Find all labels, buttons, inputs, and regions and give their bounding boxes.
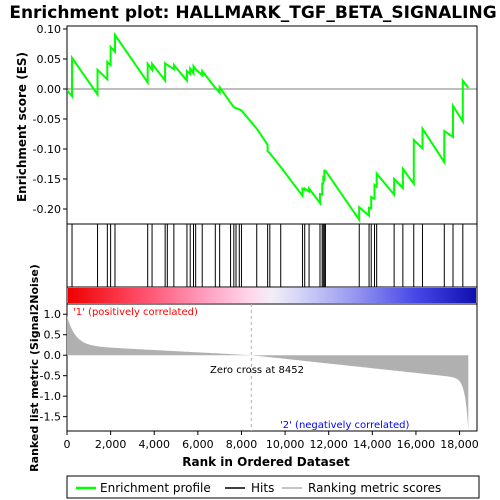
es-panel [66, 25, 478, 225]
metric-axis-title: Ranked list metric (Signal2Noise) [28, 264, 41, 472]
x-axis-title: Rank in Ordered Dataset [182, 455, 350, 469]
es-plot-area [67, 31, 477, 224]
negative-correlation-label: '2' (negatively correlated) [280, 420, 409, 431]
x-tick-label: 12,000 [309, 438, 348, 451]
x-tick-label: 18,000 [440, 438, 479, 451]
hits-panel [66, 223, 478, 288]
enrichment-profile-line [67, 31, 470, 224]
legend-label-metric: Ranking metric scores [308, 481, 441, 495]
es-tick-label: -0.15 [33, 173, 61, 186]
metric-tick-label: 0.5 [44, 329, 62, 342]
es-tick-label: -0.05 [33, 113, 61, 126]
legend: Enrichment profile Hits Ranking metric s… [66, 475, 480, 499]
metric-tick-label: -0.5 [40, 370, 61, 383]
x-tick-label: 14,000 [353, 438, 392, 451]
metric-tick-label: -1.0 [40, 390, 61, 403]
metric-tick-label: -1.5 [40, 411, 61, 424]
positive-correlation-label: '1' (positively correlated) [73, 307, 198, 318]
x-tick-label: 8,000 [226, 438, 258, 451]
metric-tick-label: 1.0 [44, 308, 62, 321]
es-tick-label: 0.10 [37, 23, 62, 36]
zero-cross-label: Zero cross at 8452 [210, 365, 304, 376]
legend-label-enrichment: Enrichment profile [100, 481, 211, 495]
x-tick-label: 4,000 [138, 438, 170, 451]
x-tick-label: 0 [64, 438, 71, 451]
es-tick-label: -0.20 [33, 203, 61, 216]
es-tick-label: 0.05 [37, 53, 62, 66]
legend-label-hits: Hits [251, 481, 274, 495]
es-tick-label: -0.10 [33, 143, 61, 156]
x-tick-label: 10,000 [266, 438, 305, 451]
x-tick-label: 2,000 [95, 438, 127, 451]
hits-ticks [71, 224, 464, 287]
axes: 0.100.050.00-0.05-0.10-0.15-0.201.00.50.… [33, 23, 479, 451]
rank-color-bar [68, 288, 476, 303]
x-tick-label: 16,000 [397, 438, 436, 451]
es-tick-label: 0.00 [37, 83, 62, 96]
chart-title: Enrichment plot: HALLMARK_TGF_BETA_SIGNA… [9, 3, 496, 23]
legend-box [66, 475, 480, 499]
es-axis-title: Enrichment score (ES) [15, 52, 29, 202]
x-tick-label: 6,000 [182, 438, 214, 451]
metric-tick-label: 0.0 [44, 349, 62, 362]
